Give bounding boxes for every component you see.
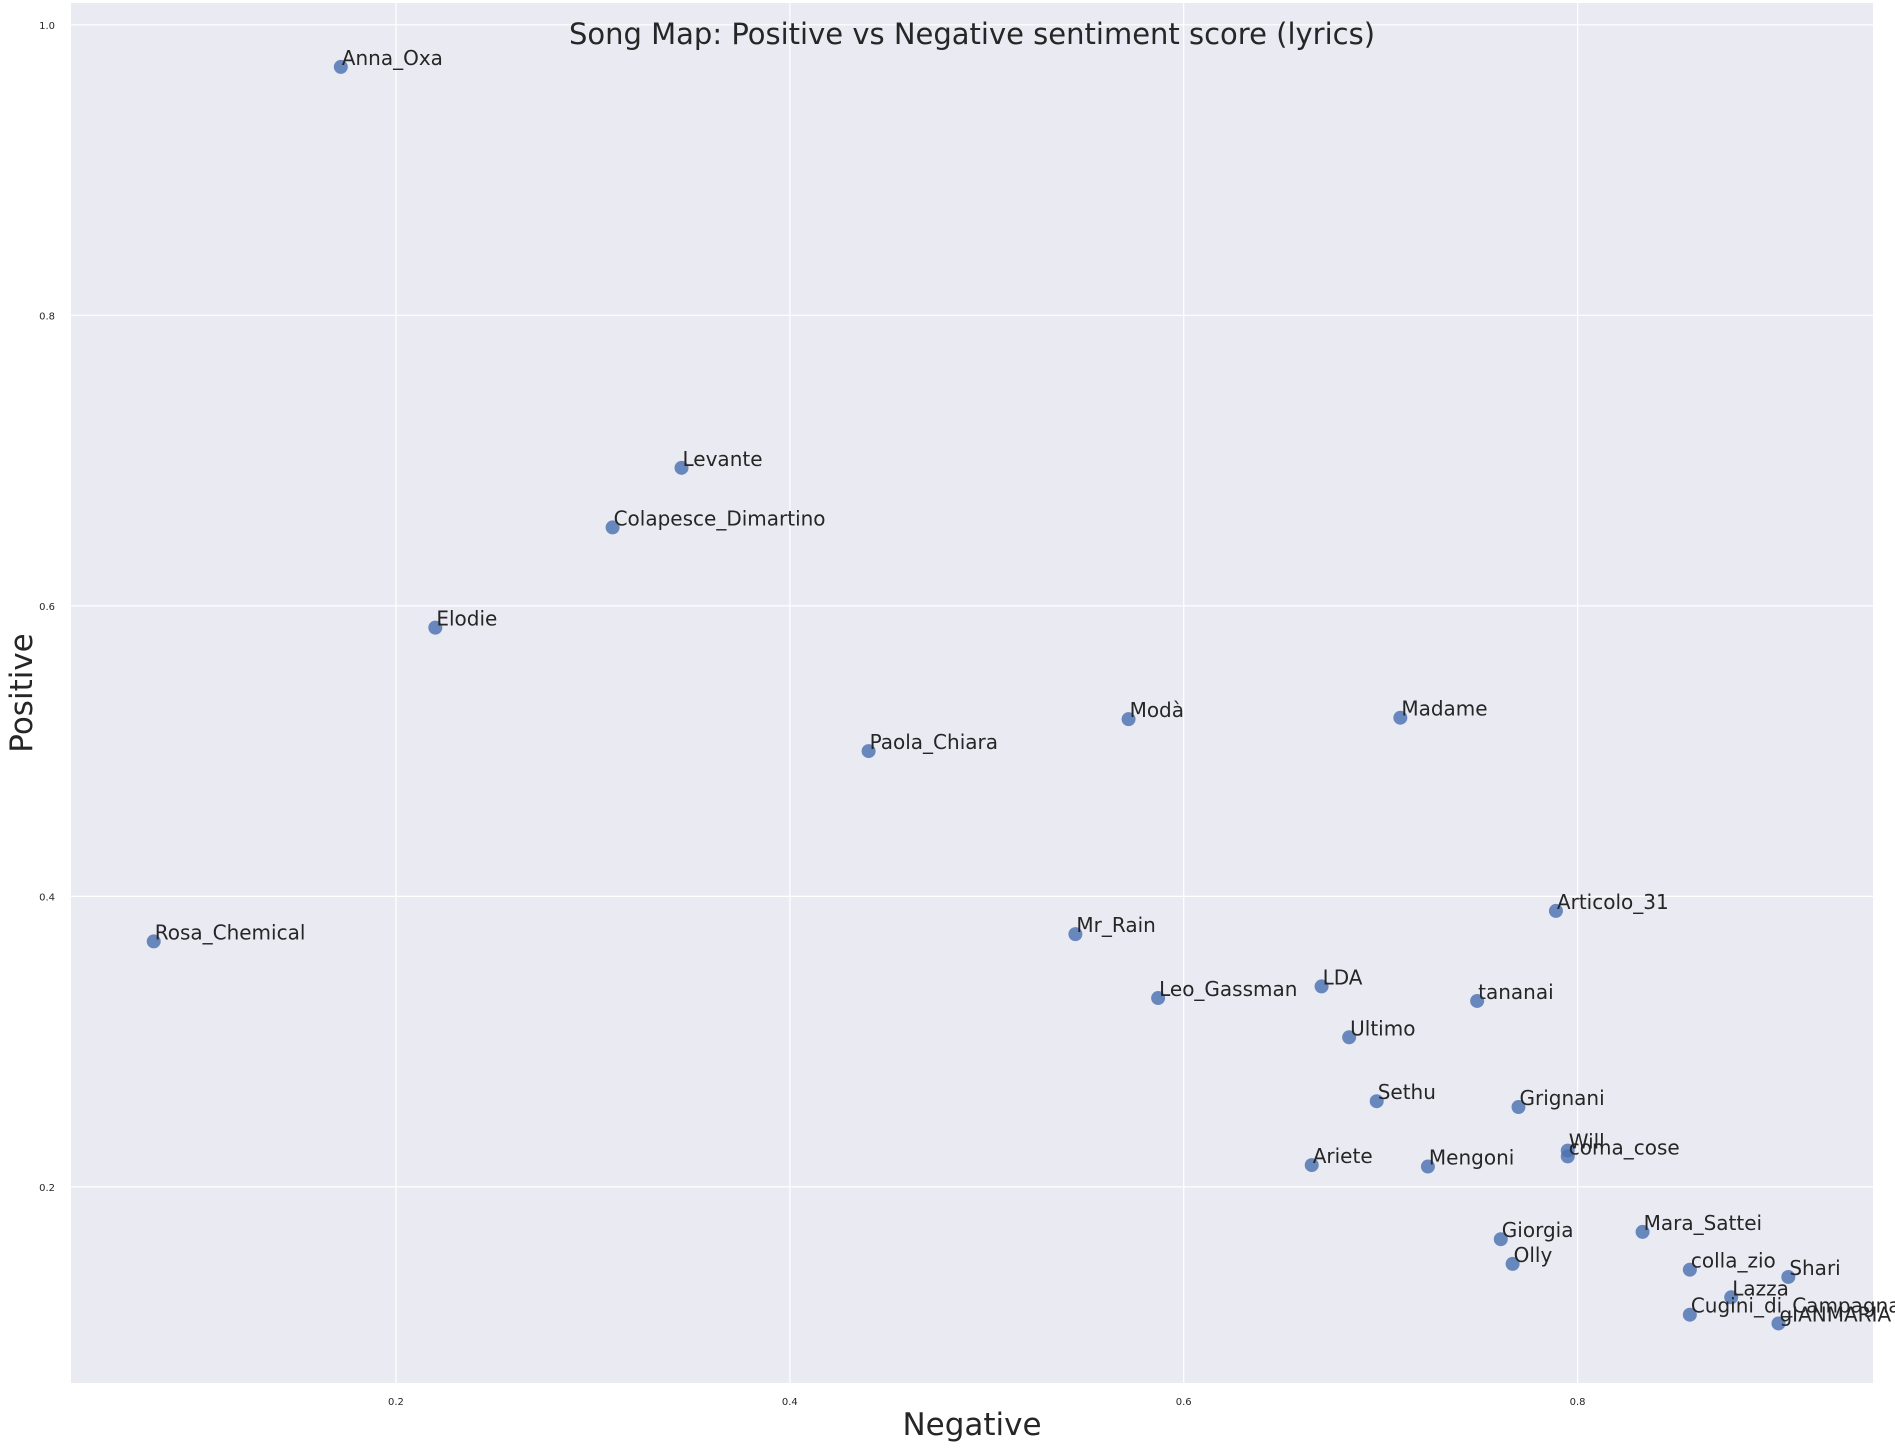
point-label: Ultimo [1350, 1016, 1415, 1040]
data-point [1493, 1232, 1508, 1247]
y-tick-label: 0.2 [39, 1183, 55, 1194]
data-point [1314, 979, 1329, 994]
point-label: Lazza [1732, 1276, 1789, 1300]
point-label: tananai [1478, 980, 1554, 1004]
x-axis-label: Negative [902, 1407, 1041, 1443]
point-label: Anna_Oxa [342, 46, 443, 70]
x-tick-label: 0.4 [782, 1397, 798, 1408]
data-points [146, 59, 1796, 1331]
point-label: Rosa_Chemical [155, 920, 306, 944]
point-label: Modà [1130, 698, 1184, 722]
point-label: Colapesce_Dimartino [614, 506, 826, 530]
data-point [1781, 1269, 1796, 1284]
point-label: coma_cose [1569, 1135, 1680, 1159]
data-point [333, 59, 348, 74]
data-point [428, 620, 443, 635]
point-label: Mr_Rain [1076, 913, 1155, 937]
data-point [1560, 1149, 1575, 1164]
data-point [1511, 1100, 1526, 1114]
plot-area [71, 3, 1873, 1383]
y-tick-label: 1.0 [39, 21, 55, 32]
point-label: Grignani [1520, 1086, 1605, 1110]
y-tick-label: 0.6 [39, 602, 55, 613]
data-point [1548, 903, 1563, 918]
x-tick-label: 0.6 [1176, 1397, 1192, 1408]
data-point [1151, 991, 1166, 1006]
point-label: Mara_Sattei [1644, 1211, 1763, 1235]
data-point [1724, 1290, 1739, 1305]
data-point [1121, 712, 1136, 727]
data-point [1771, 1316, 1786, 1331]
data-point [1068, 927, 1083, 942]
grid-lines [71, 3, 1873, 1383]
data-point [1505, 1256, 1520, 1271]
point-label: Shari [1789, 1256, 1840, 1280]
point-label: Giorgia [1502, 1218, 1574, 1242]
point-label: Cugini_di_Campagna [1691, 1294, 1895, 1318]
point-label: Olly [1514, 1243, 1553, 1267]
point-label: colla_zio [1691, 1249, 1776, 1273]
x-tick-label: 0.2 [388, 1397, 404, 1408]
data-point [861, 744, 876, 759]
data-point [1635, 1224, 1650, 1239]
point-label: Paola_Chiara [870, 730, 998, 754]
data-point [605, 520, 620, 535]
tick-labels: 0.2 0.4 0.6 0.8 0.2 0.4 0.6 0.8 1.0 [39, 21, 1585, 1408]
point-labels: Anna_Oxa Levante Colapesce_Dimartino Elodie… [155, 46, 1895, 1327]
point-label: Articolo_31 [1557, 890, 1669, 914]
data-point [1369, 1094, 1384, 1109]
data-point [674, 460, 689, 475]
point-label: Levante [683, 447, 763, 471]
data-point [1420, 1159, 1435, 1174]
point-label: LDA [1323, 965, 1363, 989]
data-point [146, 934, 161, 949]
data-point [1470, 993, 1485, 1008]
point-label: Ariete [1313, 1144, 1373, 1168]
data-point [1682, 1262, 1697, 1277]
x-tick-label: 0.8 [1570, 1397, 1586, 1408]
point-label: Madame [1401, 697, 1487, 721]
data-point [1342, 1030, 1357, 1045]
data-point [1393, 710, 1408, 725]
point-label: Elodie [436, 607, 497, 631]
chart-title: Song Map: Positive vs Negative sentiment… [569, 17, 1375, 51]
y-axis-label: Positive [4, 633, 40, 753]
y-tick-label: 0.4 [39, 892, 55, 903]
point-label: Will [1569, 1130, 1605, 1154]
point-label: gIANMARIA [1779, 1302, 1891, 1326]
point-label: Mengoni [1429, 1146, 1514, 1170]
point-label: Sethu [1378, 1080, 1436, 1104]
data-point [1304, 1158, 1319, 1173]
y-tick-label: 0.8 [39, 311, 55, 322]
data-point [1682, 1307, 1697, 1322]
point-label: Leo_Gassman [1159, 977, 1297, 1001]
